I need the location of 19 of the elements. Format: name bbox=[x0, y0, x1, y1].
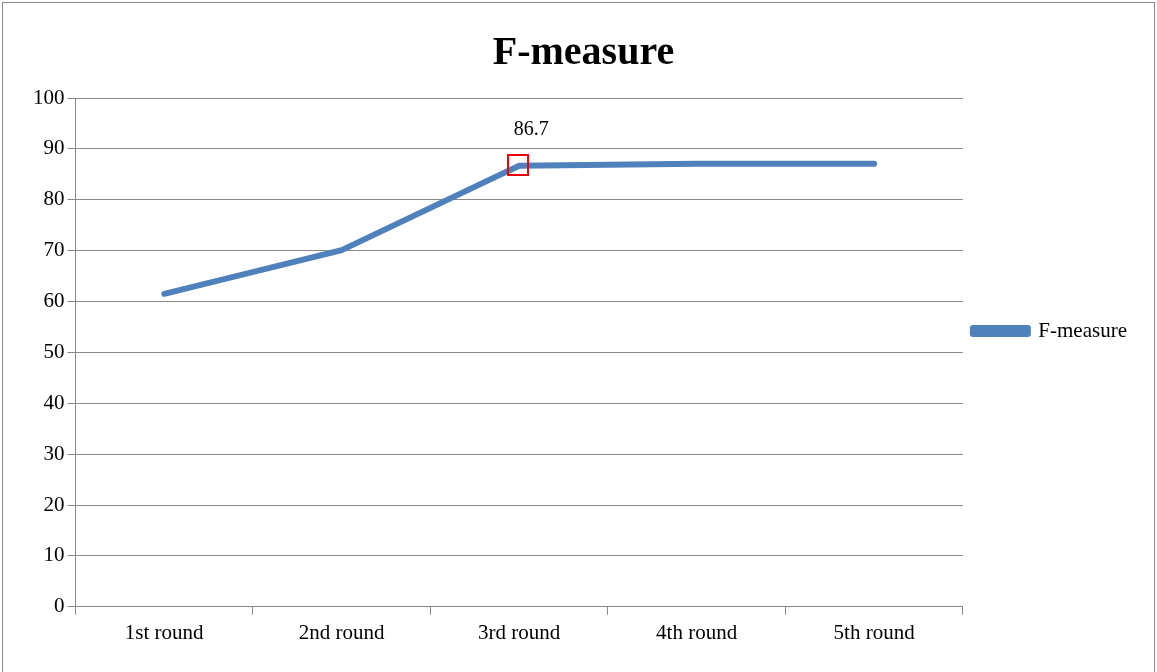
y-tick-label: 40 bbox=[43, 389, 65, 414]
x-tick-label: 1st round bbox=[124, 619, 205, 644]
chart-title: F-measure bbox=[492, 28, 675, 74]
y-tick-label: 90 bbox=[43, 135, 65, 160]
y-tick-label: 70 bbox=[43, 237, 65, 262]
x-tick-label: 4th round bbox=[656, 619, 738, 644]
y-tick-label: 20 bbox=[43, 491, 65, 516]
y-tick-label: 60 bbox=[43, 288, 65, 313]
legend-label: F-measure bbox=[1038, 317, 1128, 342]
y-tick-label: 30 bbox=[43, 440, 65, 465]
y-tick-label: 10 bbox=[43, 542, 65, 567]
y-tick-label: 100 bbox=[33, 84, 65, 109]
data-label: 86.7 bbox=[513, 116, 549, 139]
x-tick-label: 3rd round bbox=[478, 619, 561, 644]
x-tick-label: 5th round bbox=[833, 619, 916, 644]
y-tick-label: 80 bbox=[43, 186, 65, 211]
y-tick-label: 0 bbox=[54, 593, 65, 618]
y-tick-label: 50 bbox=[43, 338, 65, 363]
x-tick-label: 2nd round bbox=[298, 619, 386, 644]
